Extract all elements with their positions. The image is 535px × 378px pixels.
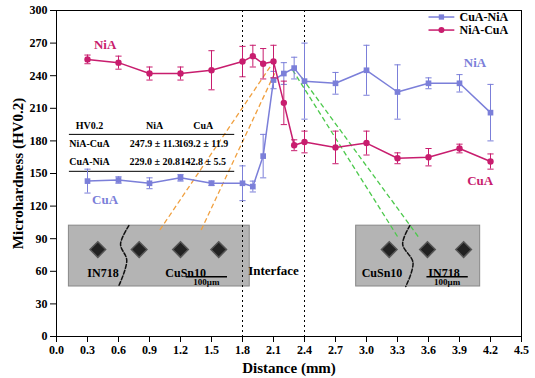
svg-text:30: 30 (36, 297, 48, 311)
svg-text:IN718: IN718 (87, 266, 118, 280)
svg-text:240: 240 (30, 69, 48, 83)
svg-text:0.0: 0.0 (49, 343, 64, 357)
svg-text:Interface: Interface (248, 263, 299, 278)
svg-text:3.9: 3.9 (452, 343, 467, 357)
svg-text:CuSn10: CuSn10 (362, 266, 403, 280)
svg-text:180: 180 (30, 134, 48, 148)
svg-text:1.8: 1.8 (235, 343, 250, 357)
svg-text:Microhardness (HV0.2): Microhardness (HV0.2) (10, 98, 27, 249)
svg-text:NiA: NiA (94, 37, 117, 52)
svg-text:1.5: 1.5 (204, 343, 219, 357)
svg-text:NiA-CuA: NiA-CuA (460, 23, 509, 37)
svg-text:90: 90 (36, 232, 48, 246)
svg-text:3.3: 3.3 (390, 343, 405, 357)
svg-text:2.1: 2.1 (266, 343, 281, 357)
svg-text:HV0.2: HV0.2 (76, 120, 104, 131)
svg-text:IN718: IN718 (428, 266, 460, 281)
svg-text:CuSn10: CuSn10 (165, 266, 206, 281)
svg-text:247.9 ± 11.3: 247.9 ± 11.3 (130, 138, 180, 149)
svg-text:0.3: 0.3 (80, 343, 95, 357)
svg-text:CuA-NiA: CuA-NiA (460, 10, 509, 24)
svg-text:229.0 ± 20.8: 229.0 ± 20.8 (129, 156, 180, 167)
svg-text:NiA: NiA (464, 55, 487, 70)
svg-text:0.6: 0.6 (111, 343, 126, 357)
svg-text:210: 210 (30, 101, 48, 115)
svg-text:Distance (mm): Distance (mm) (242, 360, 336, 377)
svg-text:3.6: 3.6 (421, 343, 436, 357)
svg-text:100μm: 100μm (193, 277, 220, 287)
svg-text:100μm: 100μm (434, 277, 461, 287)
svg-text:1.2: 1.2 (173, 343, 188, 357)
svg-text:2.7: 2.7 (328, 343, 343, 357)
svg-text:142.8 ± 5.5: 142.8 ± 5.5 (180, 156, 226, 167)
svg-text:4.2: 4.2 (483, 343, 498, 357)
svg-text:CuA: CuA (92, 192, 119, 207)
svg-text:300: 300 (30, 3, 48, 17)
svg-text:CuA-NiA: CuA-NiA (69, 156, 110, 167)
svg-text:CuA: CuA (467, 173, 494, 188)
svg-text:270: 270 (30, 36, 48, 50)
svg-text:4.5: 4.5 (514, 343, 529, 357)
svg-text:120: 120 (30, 199, 48, 213)
svg-text:NiA: NiA (146, 120, 164, 131)
svg-text:CuA: CuA (193, 120, 214, 131)
svg-text:169.2 ± 11.9: 169.2 ± 11.9 (178, 138, 228, 149)
svg-text:3.0: 3.0 (359, 343, 374, 357)
svg-text:0: 0 (42, 329, 48, 343)
svg-text:60: 60 (36, 264, 48, 278)
svg-text:NiA-CuA: NiA-CuA (69, 138, 110, 149)
svg-text:0.9: 0.9 (142, 343, 157, 357)
svg-text:2.4: 2.4 (297, 343, 312, 357)
svg-text:150: 150 (30, 166, 48, 180)
